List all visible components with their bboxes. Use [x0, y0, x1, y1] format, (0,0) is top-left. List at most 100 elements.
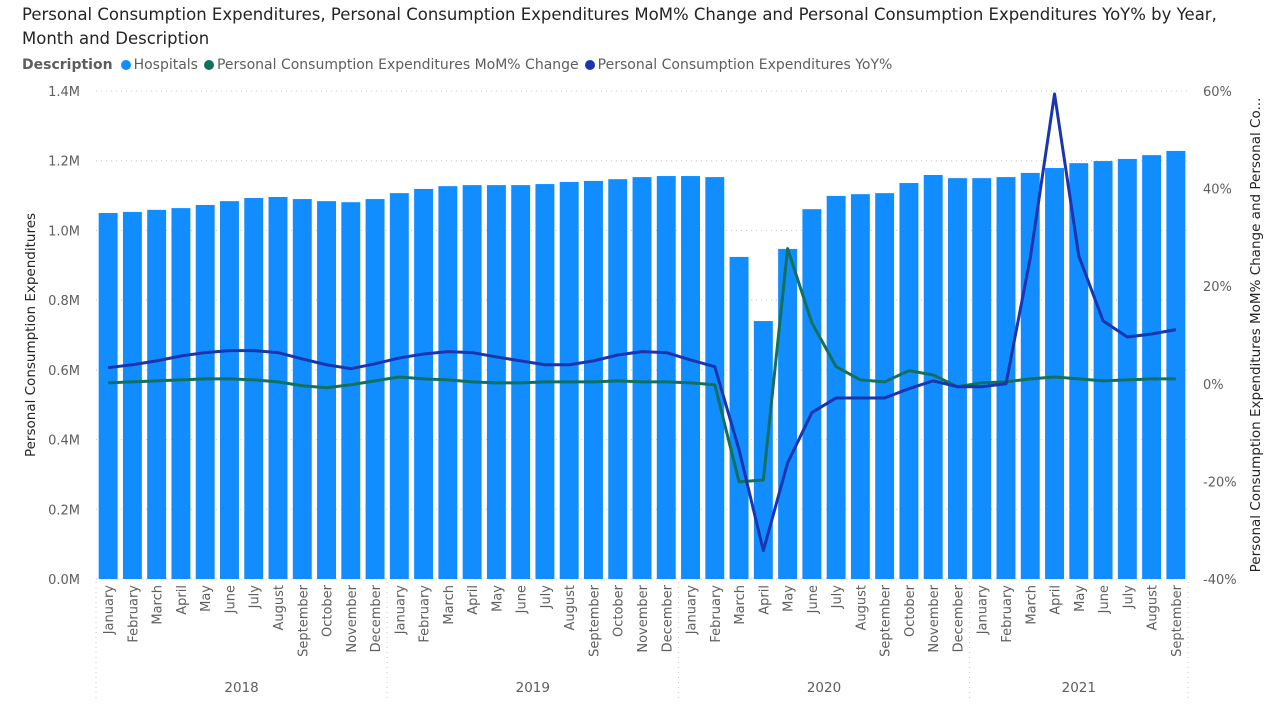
legend-item-hospitals[interactable]: Hospitals: [120, 57, 198, 73]
bar[interactable]: [656, 176, 676, 579]
bar[interactable]: [317, 201, 336, 580]
bar[interactable]: [1020, 172, 1040, 579]
bar[interactable]: [875, 193, 895, 580]
bar[interactable]: [438, 186, 458, 579]
x-tick-label: September: [1170, 584, 1185, 657]
x-tick-label: June: [223, 585, 238, 614]
x-tick-label: August: [1146, 585, 1161, 631]
bar[interactable]: [122, 211, 142, 579]
y-tick-label: 0.0M: [48, 573, 80, 588]
y-tick-label: 1.4M: [48, 85, 80, 100]
x-tick-label: March: [1024, 585, 1039, 625]
bar[interactable]: [244, 198, 264, 580]
legend-title: Description: [22, 57, 113, 73]
y-tick-label: 0.2M: [48, 503, 80, 518]
x-tick-label: March: [151, 585, 166, 625]
x-tick-label: March: [733, 585, 748, 625]
bar[interactable]: [1069, 163, 1089, 579]
x-tick-label: November: [927, 584, 942, 652]
bar[interactable]: [414, 188, 434, 579]
bar[interactable]: [1166, 150, 1186, 579]
x-tick-label: January: [976, 585, 991, 636]
legend-item-mom[interactable]: Personal Consumption Expenditures MoM% C…: [203, 57, 579, 73]
x-tick-label: February: [126, 585, 141, 643]
bar[interactable]: [729, 256, 749, 579]
y2-axis-title: Personal Consumption Expenditures MoM% C…: [1248, 98, 1264, 573]
x-tick-label: August: [854, 585, 869, 631]
bar[interactable]: [778, 248, 798, 579]
y2-tick-label: 0%: [1203, 378, 1224, 393]
bar[interactable]: [826, 195, 846, 580]
bar[interactable]: [195, 204, 215, 580]
bar[interactable]: [147, 209, 167, 579]
y2-tick-label: -40%: [1203, 573, 1237, 588]
bar[interactable]: [268, 196, 288, 580]
x-tick-label: July: [830, 585, 845, 610]
bar[interactable]: [1093, 161, 1113, 579]
bar[interactable]: [389, 193, 409, 580]
y2-tick-label: 20%: [1203, 280, 1232, 295]
x-tick-label: May: [199, 585, 214, 612]
bar[interactable]: [341, 202, 361, 580]
bar[interactable]: [802, 209, 822, 579]
bar[interactable]: [608, 179, 628, 579]
x-tick-label: January: [393, 585, 408, 636]
bar[interactable]: [1142, 155, 1162, 579]
bar[interactable]: [632, 177, 652, 579]
x-tick-label: February: [418, 585, 433, 643]
y2-tick-label: 40%: [1203, 183, 1232, 198]
x-tick-label: May: [782, 585, 797, 612]
bar[interactable]: [899, 183, 919, 579]
x-tick-label: July: [539, 585, 554, 610]
x-tick-label: September: [587, 584, 602, 657]
x-tick-label: February: [709, 585, 724, 643]
x-tick-label: May: [490, 585, 505, 612]
x-tick-label: November: [636, 584, 651, 652]
x-tick-label: June: [806, 585, 821, 614]
x-tick-label: January: [102, 585, 117, 636]
x-tick-label: December: [951, 584, 966, 652]
y2-tick-label: -20%: [1203, 475, 1237, 490]
x-tick-label: August: [563, 585, 578, 631]
legend: Description Hospitals Personal Consumpti…: [22, 57, 898, 73]
x-tick-label: March: [442, 585, 457, 625]
y-tick-label: 0.4M: [48, 434, 80, 449]
bar[interactable]: [171, 208, 191, 579]
y-axis-title: Personal Consumption Expenditures: [23, 213, 39, 457]
series-line-1: [108, 247, 1176, 484]
x-tick-label: February: [1000, 585, 1015, 643]
year-label: 2021: [1062, 680, 1096, 696]
x-tick-label: July: [1121, 585, 1136, 610]
y-tick-label: 1.2M: [48, 155, 80, 170]
bar[interactable]: [753, 321, 773, 579]
x-tick-label: January: [685, 585, 700, 636]
x-tick-label: May: [1073, 585, 1088, 612]
x-tick-label: November: [345, 584, 360, 652]
bar[interactable]: [292, 199, 312, 580]
bar[interactable]: [98, 213, 118, 579]
y-tick-label: 0.6M: [48, 364, 80, 379]
y-tick-label: 1.0M: [48, 224, 80, 239]
x-tick-label: June: [515, 585, 530, 614]
x-tick-label: April: [1049, 585, 1064, 615]
bar[interactable]: [850, 194, 870, 580]
bar[interactable]: [1117, 158, 1137, 579]
bar[interactable]: [705, 177, 725, 579]
x-tick-label: October: [612, 584, 627, 637]
bar[interactable]: [584, 180, 603, 579]
series-line-2: [107, 92, 1177, 553]
legend-item-yoy[interactable]: Personal Consumption Expenditures YoY%: [584, 57, 892, 73]
x-tick-label: December: [660, 584, 675, 652]
bar[interactable]: [1045, 168, 1064, 579]
x-tick-label: August: [272, 585, 287, 631]
bar[interactable]: [365, 199, 385, 580]
x-tick-label: April: [757, 585, 772, 615]
year-label: 2019: [516, 680, 550, 696]
year-label: 2020: [807, 680, 841, 696]
bar[interactable]: [923, 175, 943, 579]
bar[interactable]: [681, 176, 700, 579]
bar[interactable]: [220, 201, 239, 580]
bar[interactable]: [972, 178, 992, 579]
x-tick-label: December: [369, 584, 384, 652]
bar[interactable]: [948, 178, 967, 579]
